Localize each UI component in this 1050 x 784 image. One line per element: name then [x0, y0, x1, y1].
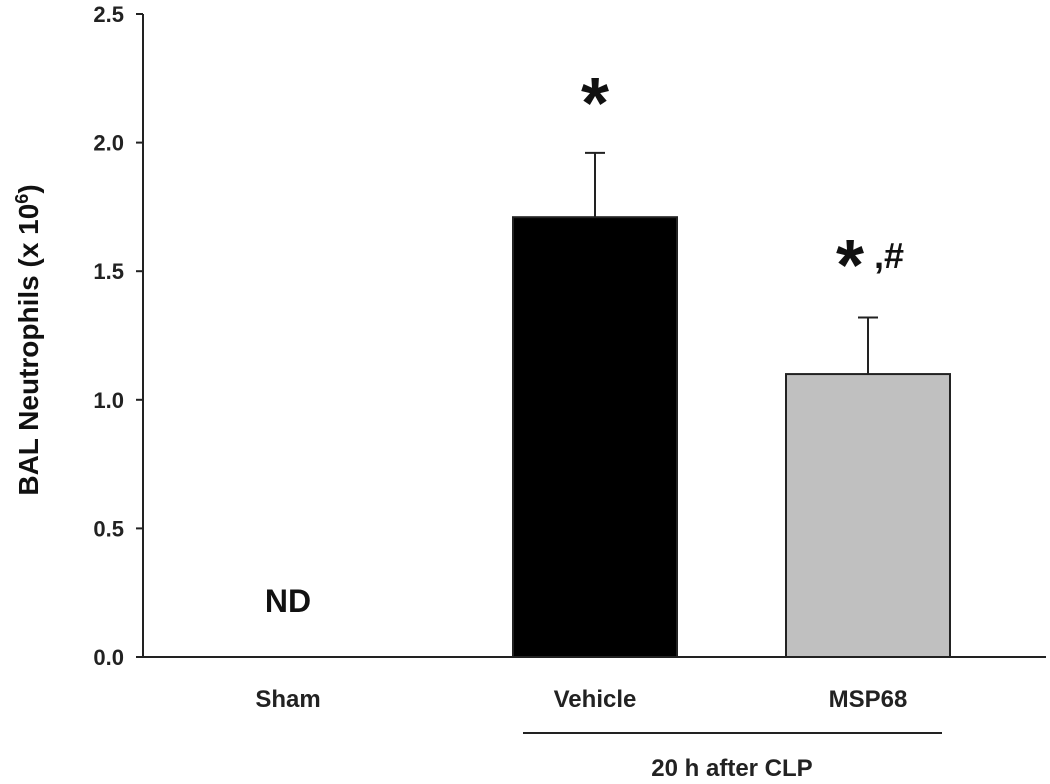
bar-vehicle — [512, 216, 678, 659]
y-tick-label: 2.0 — [93, 131, 124, 156]
group-label: 20 h after CLP — [651, 755, 812, 782]
y-tick-label: 0.0 — [93, 645, 124, 670]
bars — [512, 151, 951, 659]
y-axis-label-exponent: 6 — [12, 194, 32, 204]
x-category-label: Vehicle — [554, 686, 637, 713]
y-tick-label: 2.5 — [93, 2, 124, 27]
significance-hash-msp68: ,# — [874, 235, 904, 276]
not-detected-label: ND — [265, 583, 311, 619]
y-axis-label: BAL Neutrophils (x 106) — [12, 184, 44, 495]
y-tick-label: 0.5 — [93, 516, 124, 541]
bar-msp68 — [785, 373, 951, 658]
y-tick-label: 1.0 — [93, 388, 124, 413]
significance-star-msp68: * — [836, 226, 864, 306]
y-tick-label: 1.5 — [93, 259, 124, 284]
category-labels: Sham Vehicle MSP68 — [255, 686, 907, 713]
significance-star-vehicle: * — [581, 64, 609, 144]
x-category-label: MSP68 — [829, 686, 908, 713]
y-ticks: 0.0 0.5 1.0 1.5 2.0 2.5 — [93, 2, 143, 670]
x-category-label: Sham — [255, 686, 320, 713]
